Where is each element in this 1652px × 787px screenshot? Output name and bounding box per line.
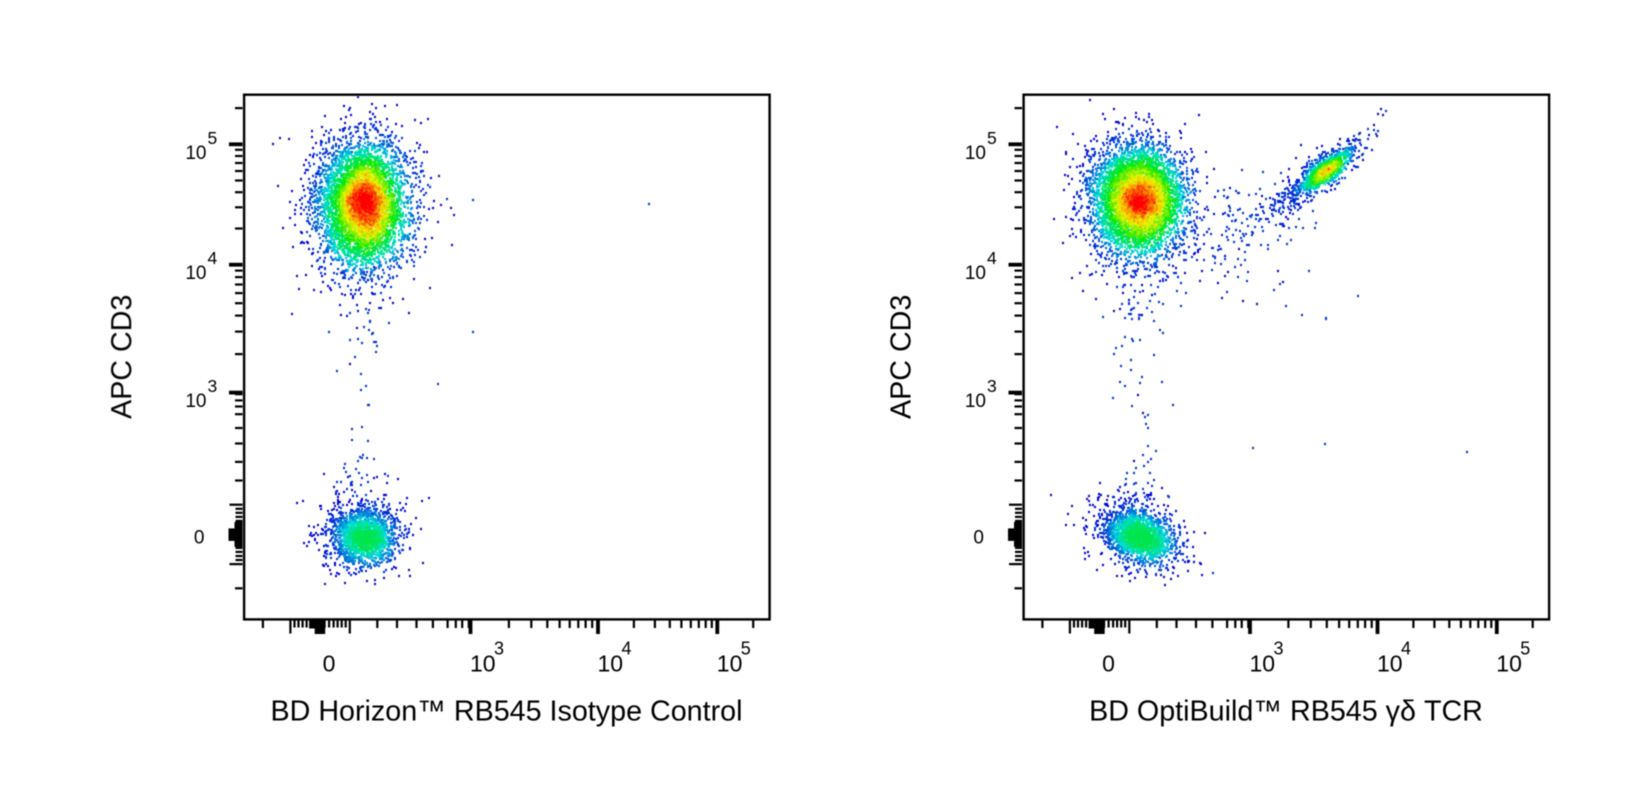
svg-text:APC CD3: APC CD3 [106, 295, 138, 419]
svg-text:0: 0 [973, 528, 984, 549]
svg-text:0: 0 [323, 651, 336, 677]
svg-text:10: 10 [185, 263, 206, 284]
svg-text:10: 10 [1377, 651, 1403, 677]
svg-text:0: 0 [1102, 651, 1115, 677]
svg-text:10: 10 [717, 651, 743, 677]
svg-text:5: 5 [1520, 639, 1530, 659]
svg-text:10: 10 [598, 651, 624, 677]
svg-text:3: 3 [987, 376, 997, 396]
svg-text:4: 4 [987, 248, 997, 268]
svg-text:4: 4 [208, 248, 218, 268]
svg-text:10: 10 [965, 263, 986, 284]
svg-text:0: 0 [194, 528, 205, 549]
svg-text:10: 10 [185, 143, 206, 164]
svg-text:5: 5 [208, 128, 218, 148]
svg-text:APC CD3: APC CD3 [886, 295, 918, 419]
svg-text:BD OptiBuild™ RB545 γδ TCR: BD OptiBuild™ RB545 γδ TCR [1089, 696, 1483, 728]
svg-text:10: 10 [1496, 651, 1522, 677]
svg-text:5: 5 [987, 128, 997, 148]
svg-text:10: 10 [470, 651, 496, 677]
svg-text:BD Horizon™ RB545 Isotype Cont: BD Horizon™ RB545 Isotype Control [271, 696, 743, 728]
svg-text:3: 3 [208, 376, 218, 396]
svg-text:10: 10 [965, 143, 986, 164]
svg-text:4: 4 [622, 639, 632, 659]
svg-text:3: 3 [494, 639, 504, 659]
svg-text:10: 10 [965, 391, 986, 412]
svg-text:5: 5 [741, 639, 751, 659]
svg-text:10: 10 [1250, 651, 1276, 677]
svg-text:10: 10 [185, 391, 206, 412]
svg-text:4: 4 [1401, 639, 1411, 659]
svg-text:3: 3 [1274, 639, 1284, 659]
